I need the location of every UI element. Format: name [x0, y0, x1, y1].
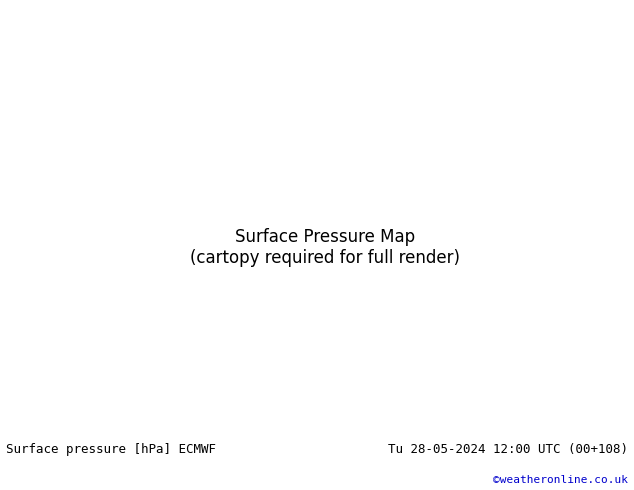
Text: ©weatheronline.co.uk: ©weatheronline.co.uk — [493, 475, 628, 485]
Text: Tu 28-05-2024 12:00 UTC (00+108): Tu 28-05-2024 12:00 UTC (00+108) — [387, 442, 628, 456]
Text: Surface Pressure Map
(cartopy required for full render): Surface Pressure Map (cartopy required f… — [190, 228, 460, 267]
Text: Surface pressure [hPa] ECMWF: Surface pressure [hPa] ECMWF — [6, 442, 216, 456]
